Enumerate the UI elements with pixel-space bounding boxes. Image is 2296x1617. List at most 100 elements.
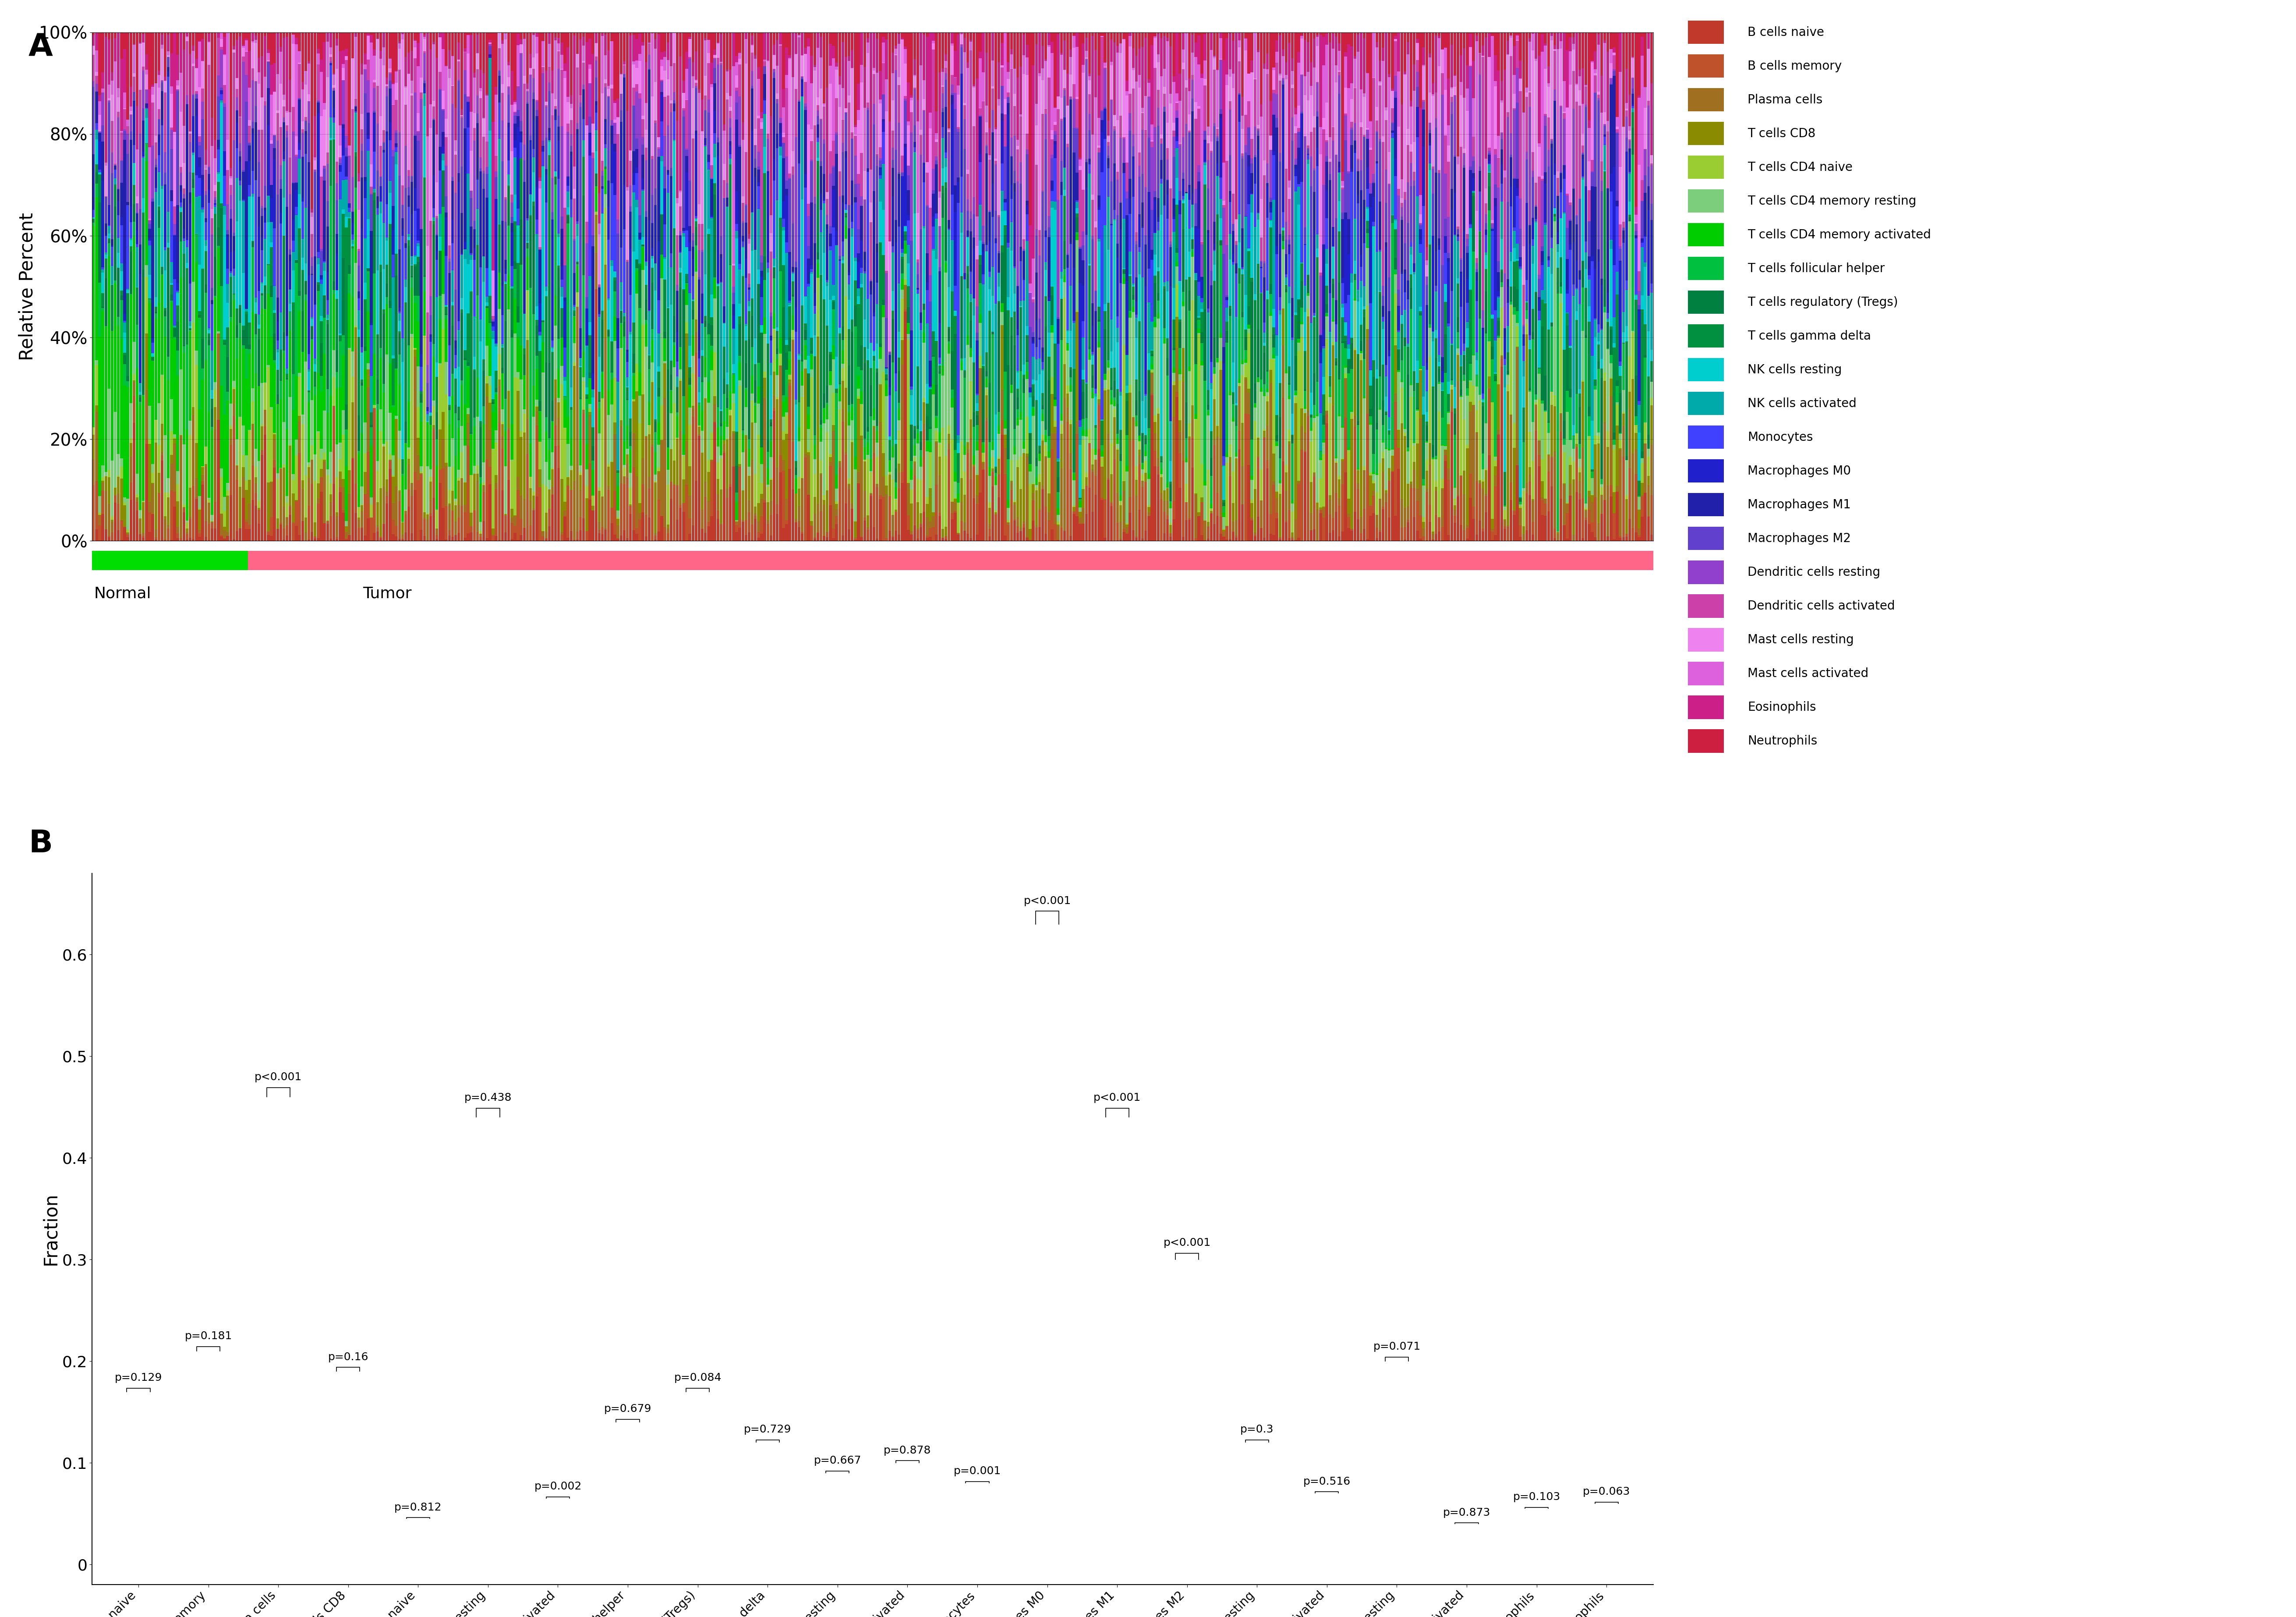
Bar [301, 129, 303, 133]
Bar [744, 364, 748, 388]
Bar [1143, 419, 1148, 435]
Bar [808, 37, 810, 47]
Bar [696, 480, 698, 542]
Bar [445, 362, 448, 395]
Bar [383, 32, 386, 47]
Bar [420, 32, 422, 78]
Text: T cells follicular helper: T cells follicular helper [1747, 262, 1885, 275]
Bar [1651, 155, 1653, 163]
Bar [1644, 175, 1646, 192]
Bar [1442, 527, 1444, 540]
Bar [751, 36, 753, 45]
Bar [1035, 126, 1038, 165]
Bar [1651, 204, 1653, 220]
Bar [569, 409, 572, 438]
Bar [510, 522, 514, 538]
Bar [264, 100, 266, 105]
Bar [1322, 330, 1325, 346]
Bar [101, 273, 103, 293]
Bar [1072, 480, 1075, 506]
Bar [813, 71, 815, 125]
Bar [418, 133, 420, 141]
Bar [1125, 199, 1127, 215]
Bar [514, 123, 517, 141]
Bar [1637, 95, 1639, 99]
Bar [1391, 223, 1394, 448]
Bar [475, 32, 480, 34]
Bar [1052, 42, 1054, 53]
Bar [1341, 212, 1343, 220]
Bar [186, 95, 188, 103]
Bar [1251, 60, 1254, 73]
Bar [689, 385, 691, 386]
Bar [1088, 165, 1091, 173]
Bar [542, 537, 544, 542]
Bar [1495, 456, 1497, 461]
Bar [1306, 317, 1309, 411]
Bar [480, 168, 482, 171]
Bar [230, 445, 232, 495]
Bar [992, 133, 994, 184]
Bar [294, 183, 298, 189]
Bar [138, 509, 142, 519]
Bar [317, 498, 319, 503]
Bar [168, 243, 170, 247]
Bar [358, 265, 360, 291]
Bar [588, 462, 592, 500]
Bar [583, 377, 585, 382]
Bar [1221, 503, 1226, 506]
Bar [1322, 508, 1325, 517]
Bar [1026, 213, 1029, 241]
Bar [1339, 416, 1341, 475]
Bar [119, 301, 124, 340]
Bar [1446, 424, 1451, 469]
Bar [992, 89, 994, 110]
Bar [1364, 286, 1366, 306]
Bar [1075, 129, 1079, 173]
Bar [1254, 407, 1256, 420]
Bar [197, 319, 202, 409]
Bar [1141, 47, 1143, 108]
Bar [1339, 414, 1341, 416]
Bar [280, 522, 282, 524]
Bar [1242, 505, 1244, 542]
Bar [1593, 537, 1596, 542]
Bar [326, 201, 328, 226]
Bar [1584, 186, 1587, 241]
Bar [1173, 351, 1176, 367]
Bar [985, 32, 987, 53]
Bar [987, 155, 992, 158]
Bar [507, 480, 510, 542]
Bar [1364, 396, 1366, 398]
Bar [1107, 480, 1109, 542]
Bar [574, 273, 576, 304]
Bar [282, 333, 285, 351]
Bar [1495, 184, 1497, 199]
Bar [939, 365, 941, 372]
Bar [1616, 126, 1619, 129]
Bar [1635, 299, 1637, 375]
Bar [227, 204, 230, 230]
Bar [439, 213, 441, 236]
Bar [1208, 309, 1210, 312]
Bar [847, 205, 850, 228]
Bar [1201, 535, 1203, 542]
Bar [1313, 192, 1316, 230]
Bar [1231, 32, 1235, 40]
Bar [250, 197, 255, 241]
Bar [289, 112, 292, 157]
Bar [158, 302, 161, 403]
Bar [898, 44, 900, 78]
Bar [227, 170, 230, 204]
Bar [335, 183, 338, 201]
Bar [1210, 150, 1212, 152]
Bar [1306, 71, 1309, 100]
Bar [631, 65, 636, 87]
Bar [549, 480, 551, 490]
Bar [1169, 94, 1171, 103]
Bar [595, 129, 597, 152]
Bar [1187, 79, 1192, 91]
Bar [852, 319, 854, 331]
Bar [1609, 49, 1612, 63]
Bar [1153, 422, 1157, 433]
